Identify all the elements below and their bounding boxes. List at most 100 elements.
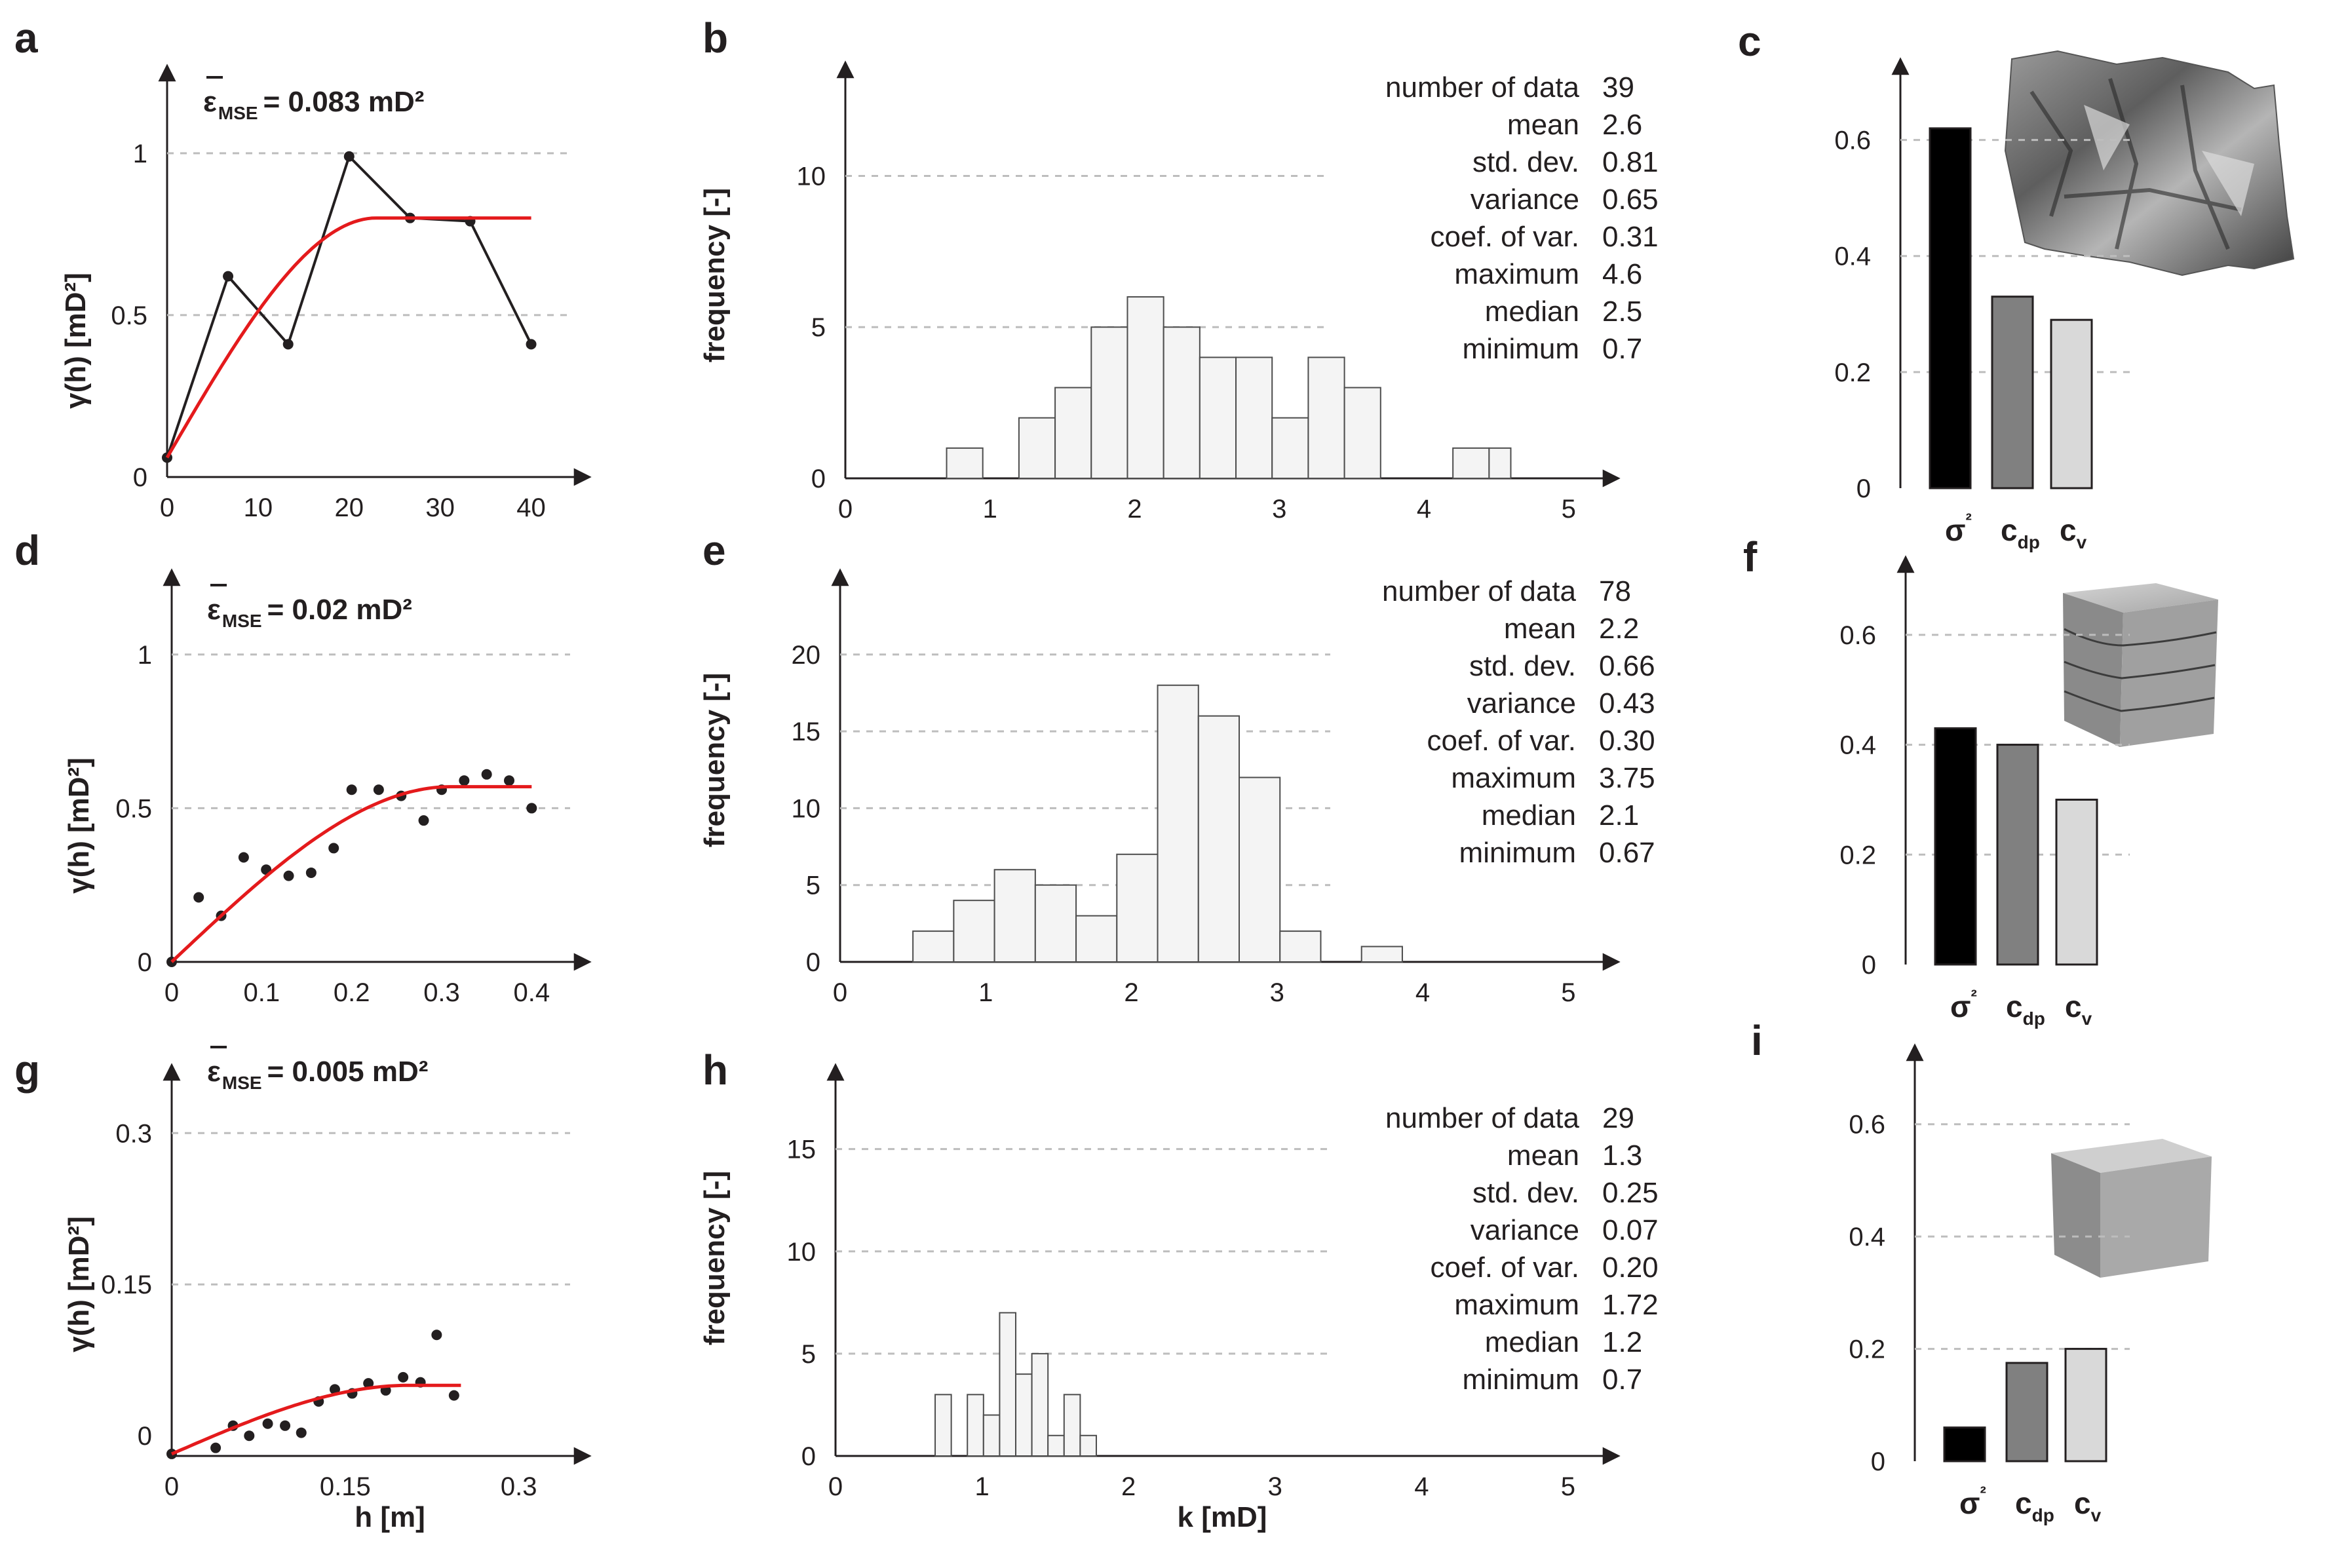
x-tick-label: 1 [983, 495, 997, 524]
histogram-bar [1075, 915, 1118, 963]
mse-subscript: MSE [222, 611, 262, 631]
x-tick-label: 3 [1268, 1472, 1282, 1501]
bar-sigma2 [1929, 127, 1972, 489]
histogram-bar [1079, 1434, 1097, 1457]
data-point [282, 339, 294, 350]
stat-value: 1.3 [1602, 1139, 1642, 1172]
histogram-bar [1034, 884, 1077, 963]
x-axis-title: h [m] [355, 1501, 425, 1533]
y-axis-title: frequency [-] [699, 1171, 731, 1345]
y-tick-label: 0 [1862, 951, 1876, 980]
stats-block-e: number of data 78 mean 2.2 std. dev. 0.6… [1382, 575, 1655, 869]
histogram-bar [993, 869, 1036, 963]
data-point [238, 852, 249, 863]
histogram-bar [1063, 1394, 1081, 1457]
histogram-bar [1343, 387, 1381, 479]
category-label: σ² [1959, 1483, 1986, 1520]
y-tick-label: 0.15 [101, 1271, 152, 1299]
y-tick-label: 5 [801, 1340, 816, 1369]
histogram-bar [953, 900, 995, 963]
histogram-bar [1090, 326, 1128, 479]
stat-value: 0.81 [1602, 146, 1659, 178]
stat-value: 0.7 [1602, 1364, 1642, 1396]
data-point [526, 339, 537, 350]
stat-value: 2.6 [1602, 109, 1642, 141]
data-point [448, 1390, 459, 1401]
bar-cdp [1996, 744, 2039, 966]
mse-value-d: 0.02 mD² [292, 594, 412, 626]
histogram-bar [1015, 1373, 1033, 1457]
empirical-line [166, 154, 533, 458]
bar-sigma2 [1934, 727, 1977, 966]
y-tick-label: 1 [133, 140, 147, 168]
histogram-bar [1018, 417, 1056, 480]
summary-bars [1943, 1348, 2107, 1463]
x-tick-label: 0.15 [320, 1472, 371, 1501]
stat-value: 0.20 [1602, 1252, 1659, 1284]
summary-bars [1929, 127, 2093, 489]
panel-label-i: i [1751, 1017, 1763, 1064]
mse-subscript: MSE [222, 1073, 262, 1093]
y-tick-label: 0 [138, 948, 152, 977]
y-tick-label: 0 [806, 948, 820, 977]
histogram-bar [1452, 447, 1490, 479]
stat-value: 2.1 [1599, 799, 1639, 832]
data-point [363, 1378, 374, 1389]
histogram-bar [1116, 853, 1159, 963]
x-tick-label: 0.3 [423, 978, 460, 1007]
category-label: cv [2074, 1486, 2102, 1525]
y-tick-label: 0 [1871, 1447, 1885, 1476]
category-label: σ² [1945, 510, 1972, 547]
y-tick-label: 0 [133, 463, 147, 492]
stat-label: maximum [1451, 762, 1576, 794]
mse-symbol: ε [203, 86, 217, 118]
x-tick-label: 0.4 [514, 978, 550, 1007]
y-tick-label: 15 [792, 717, 821, 746]
mse-annotation-a: εMSE = 0.083 mD² [203, 76, 424, 123]
axes-g [163, 1063, 592, 1465]
svg-text:εMSE= 0.02 mD²: εMSE = 0.02 mD² [207, 594, 412, 631]
histogram-bars [934, 1312, 1097, 1457]
stat-value: 0.25 [1602, 1177, 1659, 1209]
stat-label: coef. of var. [1427, 725, 1576, 757]
mse-annotation-g: εMSE = 0.005 mD² [207, 1046, 428, 1093]
category-label: σ² [1950, 986, 1977, 1023]
y-tick-label: 0 [801, 1442, 816, 1471]
stat-value: 1.72 [1602, 1289, 1659, 1321]
histogram-bar [1235, 356, 1273, 480]
histogram-bar [1197, 715, 1240, 963]
y-tick-label: 10 [792, 794, 821, 823]
stat-label: mean [1507, 109, 1579, 141]
stat-value: 3.75 [1599, 762, 1655, 794]
stat-value: 0.67 [1599, 837, 1655, 869]
data-point [244, 1430, 255, 1442]
x-tick-label: 40 [516, 493, 546, 522]
axes-h [826, 1063, 1621, 1465]
stat-value: 0.43 [1599, 687, 1655, 719]
stat-value: 29 [1602, 1102, 1634, 1134]
data-point [296, 1427, 307, 1438]
histogram-bar [1126, 296, 1164, 479]
stat-label: coef. of var. [1431, 221, 1579, 253]
y-tick-label: 0.2 [1849, 1335, 1885, 1364]
y-axis-title: γ(h) [mD²] [63, 1216, 95, 1352]
stat-value: 0.07 [1602, 1214, 1659, 1246]
stat-label: median [1485, 1326, 1579, 1358]
stat-label: coef. of var. [1431, 1252, 1579, 1284]
data-point [526, 803, 537, 814]
data-point [346, 784, 357, 795]
y-tick-label: 0.3 [115, 1119, 152, 1148]
x-tick-label: 3 [1272, 495, 1286, 524]
data-point [343, 151, 355, 162]
stat-value: 0.65 [1602, 183, 1659, 216]
data-point [283, 870, 294, 881]
histogram-bar [1488, 447, 1512, 479]
stat-label: number of data [1385, 71, 1579, 104]
x-tick-label: 0 [828, 1472, 843, 1501]
stats-block-b: number of data 39 mean 2.6 std. dev. 0.8… [1385, 71, 1659, 365]
y-tick-label: 10 [797, 162, 826, 191]
svg-text:εMSE= 0.083 mD²: εMSE = 0.083 mD² [203, 86, 424, 123]
mse-symbol: ε [207, 1056, 221, 1088]
data-point [373, 784, 384, 795]
stat-label: std. dev. [1469, 650, 1576, 682]
